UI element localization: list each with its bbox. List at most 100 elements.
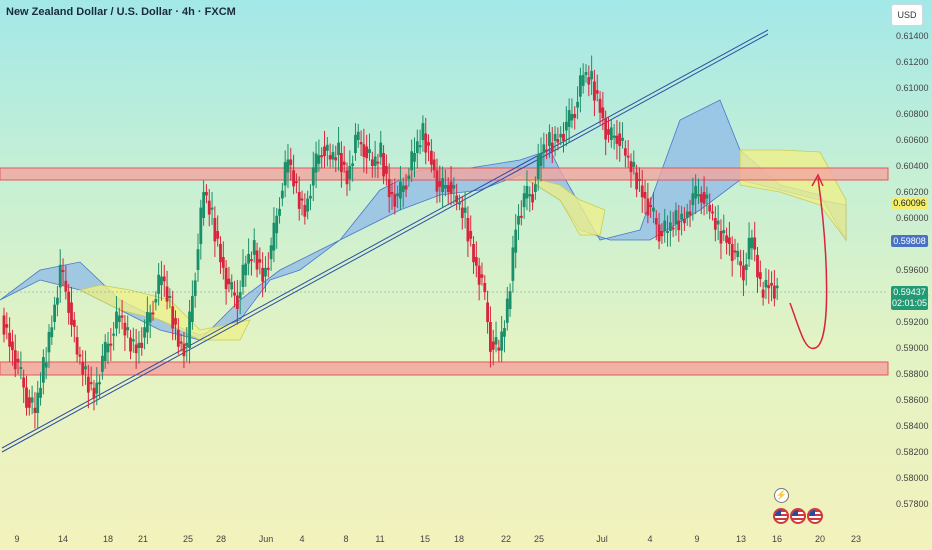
candle-body: [629, 161, 633, 173]
candle-body: [396, 193, 400, 197]
candle-body: [727, 237, 731, 244]
candle-body: [252, 240, 256, 255]
candle-body: [230, 282, 234, 290]
candle-body: [747, 237, 751, 260]
candle-body: [241, 264, 245, 287]
candle-body: [123, 322, 127, 336]
candle-body: [756, 254, 759, 278]
candle-body: [705, 194, 709, 199]
candle-body: [165, 286, 169, 302]
x-tick-label: 9: [694, 534, 699, 544]
candle-body: [736, 250, 740, 257]
candle-body: [452, 185, 456, 189]
candle-body: [50, 327, 54, 338]
candle-body: [13, 350, 17, 370]
candle-body: [730, 244, 734, 261]
candle-body: [323, 146, 326, 157]
candle-body: [185, 342, 189, 346]
candle-body: [427, 142, 430, 146]
candle-body: [671, 227, 675, 230]
x-tick-label: 13: [736, 534, 746, 544]
candle-body: [593, 81, 596, 101]
candle-body: [528, 194, 532, 197]
x-tick-label: 4: [299, 534, 304, 544]
candle-body: [278, 208, 281, 216]
y-tick-label: 0.58400: [896, 421, 929, 431]
candle-body: [674, 210, 678, 225]
candle-body: [92, 387, 96, 399]
candle-body: [221, 257, 225, 268]
projection-curve: [789, 177, 828, 350]
candle-body: [500, 331, 504, 351]
candle-body: [264, 267, 267, 277]
candle-body: [300, 198, 304, 201]
candle-body: [480, 274, 484, 278]
candle-body: [354, 134, 357, 153]
candle-body: [542, 144, 546, 153]
candle-body: [280, 190, 284, 199]
candle-body: [311, 167, 315, 186]
x-tick-label: 18: [103, 534, 113, 544]
candle-body: [677, 220, 681, 231]
candle-body: [716, 220, 720, 225]
candle-body: [205, 192, 208, 196]
candle-body: [266, 267, 270, 270]
trendline: [1, 29, 769, 453]
cloud-bullish: [739, 149, 847, 242]
candle-body: [635, 172, 639, 190]
candle-body: [680, 213, 683, 220]
candle-body: [39, 387, 42, 398]
candle-body: [101, 355, 104, 372]
zones: [0, 167, 889, 376]
candle-body: [359, 142, 363, 145]
candle-body: [477, 265, 481, 285]
candle-body: [474, 257, 478, 266]
currency-button[interactable]: USD: [891, 4, 923, 26]
candle-body: [384, 166, 388, 174]
candle-body: [362, 144, 366, 157]
candle-body: [708, 205, 712, 212]
y-tick-label: 0.59200: [896, 317, 929, 327]
candle-body: [339, 153, 343, 173]
candle-body: [503, 328, 506, 337]
candle-body: [595, 90, 599, 94]
candle-body: [337, 142, 340, 156]
candle-body: [47, 331, 51, 353]
x-tick-label: 28: [216, 534, 226, 544]
candle-body: [86, 376, 90, 393]
us-flag-event-icon[interactable]: [773, 508, 789, 524]
candle-body: [761, 289, 765, 298]
candle-body: [424, 133, 428, 153]
cloud-bullish: [519, 174, 606, 236]
candle-body: [548, 132, 551, 147]
candle-body: [168, 296, 172, 298]
candle-body: [775, 285, 779, 289]
us-flag-event-icon[interactable]: [790, 508, 806, 524]
us-flag-event-icon[interactable]: [807, 508, 823, 524]
lightning-icon[interactable]: ⚡: [774, 488, 789, 503]
candle-body: [103, 341, 107, 361]
candle-body: [109, 343, 113, 346]
y-tick-label: 0.59600: [896, 265, 929, 275]
y-tick-label: 0.60000: [896, 213, 929, 223]
candle-body: [365, 146, 369, 159]
candle-body: [387, 179, 391, 198]
candle-body: [640, 185, 644, 198]
candle-body: [210, 207, 214, 210]
candle-body: [533, 184, 537, 192]
candle-body: [207, 200, 211, 215]
candle-body: [162, 276, 166, 282]
candle-body: [697, 194, 700, 197]
x-tick-label: 14: [58, 534, 68, 544]
candle-body: [522, 193, 526, 208]
candle-body: [404, 185, 408, 190]
candle-body: [67, 291, 71, 313]
candle-body: [556, 139, 560, 143]
candle-body: [30, 397, 34, 403]
candle-body: [140, 342, 144, 348]
y-tick-label: 0.58200: [896, 447, 929, 457]
candle-body: [297, 192, 301, 209]
candle-body: [269, 245, 273, 260]
